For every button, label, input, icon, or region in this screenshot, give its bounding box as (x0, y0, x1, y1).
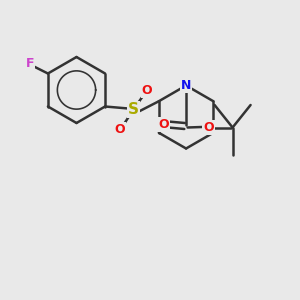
Text: O: O (203, 121, 214, 134)
Text: F: F (26, 56, 34, 70)
Text: O: O (142, 83, 152, 97)
Text: O: O (115, 123, 125, 136)
Text: S: S (128, 102, 139, 117)
Text: N: N (181, 79, 191, 92)
Text: O: O (158, 118, 169, 131)
